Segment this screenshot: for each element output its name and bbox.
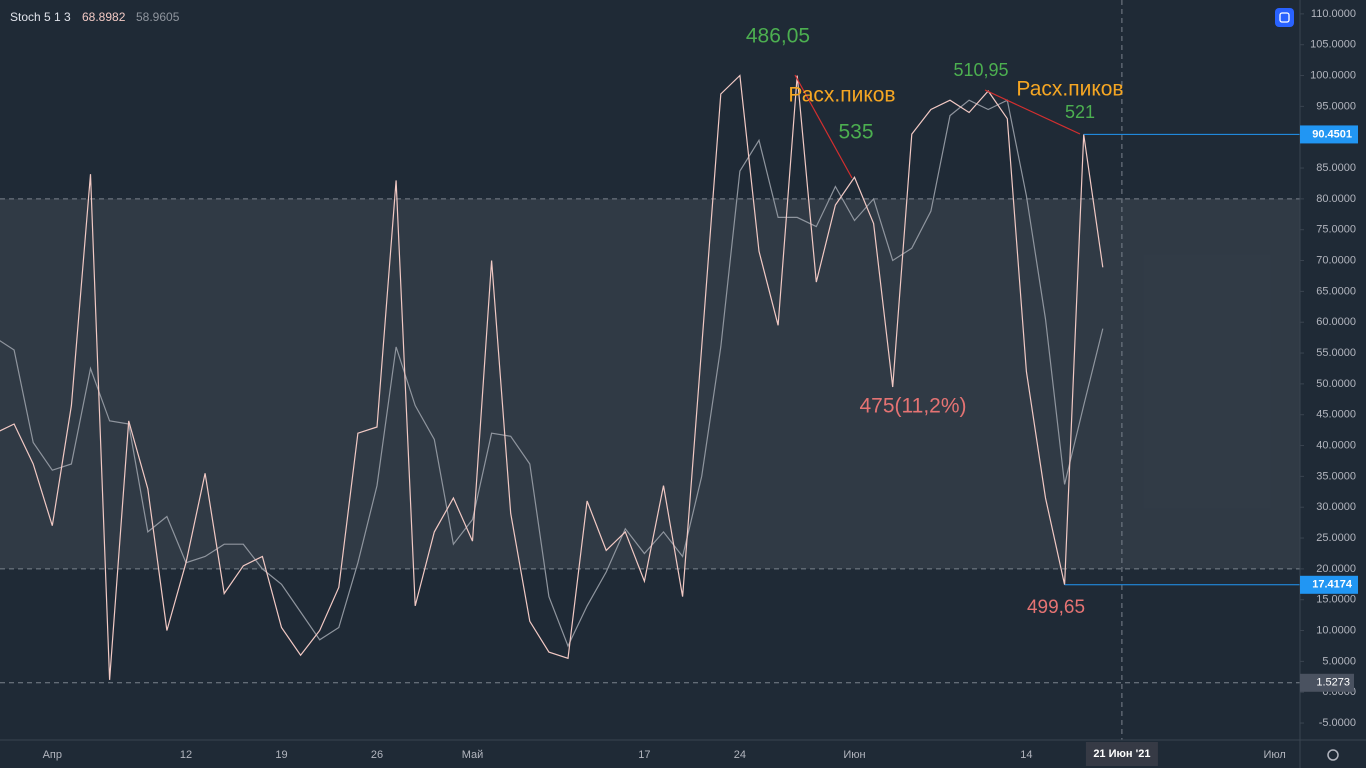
y-tick-label: 110.0000 — [1311, 8, 1356, 20]
y-tick-label: 5.0000 — [1322, 655, 1356, 667]
y-tick-label: 75.0000 — [1316, 224, 1356, 236]
annotation: 535 — [838, 121, 873, 144]
y-tick-label: 30.0000 — [1316, 501, 1356, 513]
y-tick-label: 105.0000 — [1310, 39, 1356, 51]
y-tick-label: 40.0000 — [1316, 439, 1356, 451]
x-tick-label: Май — [462, 749, 484, 761]
y-tick-label: -5.0000 — [1319, 717, 1356, 729]
settings-icon[interactable] — [1327, 749, 1339, 761]
x-tick-label: Апр — [43, 749, 62, 761]
x-tick-label: 14 — [1020, 749, 1032, 761]
plot-area — [0, 0, 1300, 740]
annotation: 521 — [1065, 102, 1095, 122]
crosshair-y-box — [1300, 673, 1354, 692]
crosshair-y-label: 1.5273 — [1316, 677, 1350, 689]
band-fill — [0, 198, 1300, 569]
crosshair-x-box — [1085, 742, 1158, 766]
y-tick-label: 65.0000 — [1316, 285, 1356, 297]
annotation: Расх.пиков — [1016, 78, 1123, 101]
y-tick-label: 15.0000 — [1316, 594, 1356, 606]
annotation: 475(11,2%) — [859, 395, 966, 418]
y-tick-label: 25.0000 — [1316, 532, 1356, 544]
price-label: 90.4501 — [1312, 128, 1352, 140]
indicator-value: 68.8982 — [82, 10, 126, 24]
divergence-line — [794, 74, 853, 179]
y-tick-label: 20.0000 — [1316, 563, 1356, 575]
y-tick-label: 70.0000 — [1316, 254, 1356, 266]
annotation: Расх.пиков — [788, 84, 895, 107]
x-tick-label: 26 — [371, 749, 383, 761]
y-tick-label: 35.0000 — [1316, 470, 1356, 482]
crosshair-x-label: 21 Июн '21 — [1093, 748, 1150, 760]
y-tick-label: 95.0000 — [1316, 100, 1356, 112]
price-box — [1300, 575, 1358, 594]
annotation: 510,95 — [953, 60, 1008, 80]
x-tick-label: 17 — [638, 749, 650, 761]
x-tick-label: 19 — [275, 749, 287, 761]
indicator-value: 58.9605 — [136, 10, 180, 24]
y-tick-label: 10.0000 — [1316, 624, 1356, 636]
divergence-line — [984, 89, 1081, 135]
x-tick-label: 12 — [180, 749, 192, 761]
y-tick-label: 100.0000 — [1310, 69, 1356, 81]
x-tick-label: Июл — [1264, 749, 1286, 761]
y-tick-label: 80.0000 — [1316, 193, 1356, 205]
series-line — [0, 99, 1104, 648]
annotation: 499,65 — [1027, 597, 1085, 618]
scale-button-icon — [1279, 12, 1290, 23]
y-tick-label: 50.0000 — [1316, 378, 1356, 390]
annotation: 486,05 — [746, 25, 810, 48]
price-label: 17.4174 — [1312, 579, 1353, 591]
axes: -5.00000.00005.000010.000015.000020.0000… — [43, 8, 1358, 766]
x-tick-label: 24 — [734, 749, 746, 761]
scale-button[interactable] — [1275, 8, 1294, 27]
series-line — [0, 74, 1104, 680]
x-tick-label: Июн — [843, 749, 865, 761]
indicator-title: Stoch 5 1 3 — [10, 10, 71, 24]
y-tick-label: 85.0000 — [1316, 162, 1356, 174]
y-tick-label: 60.0000 — [1316, 316, 1356, 328]
price-box — [1300, 125, 1358, 144]
y-tick-label: 45.0000 — [1316, 409, 1356, 421]
y-tick-label: 55.0000 — [1316, 347, 1356, 359]
